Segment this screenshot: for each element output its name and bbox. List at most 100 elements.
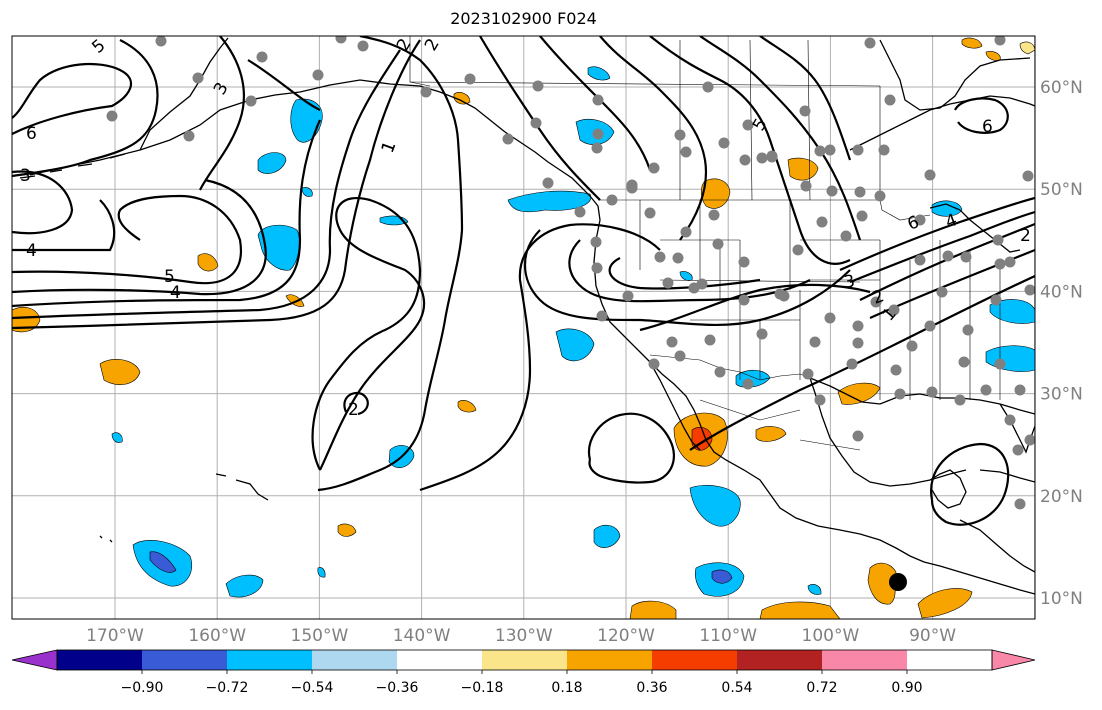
station-dot bbox=[799, 105, 811, 117]
contour-2-b bbox=[247, 59, 321, 111]
contour-2-a bbox=[199, 36, 245, 191]
longitude-label: 120°W bbox=[597, 626, 655, 646]
colorbar-tick-label: 0.72 bbox=[806, 680, 837, 696]
us-canada-border bbox=[598, 199, 931, 221]
colorbar-tick-label: 0.18 bbox=[551, 680, 582, 696]
longitude-label: 160°W bbox=[188, 626, 246, 646]
station-dot bbox=[888, 304, 900, 316]
colorbar-segment bbox=[822, 650, 907, 670]
latitude-labels: 60°N 50°N 40°N 30°N 20°N 10°N bbox=[1040, 78, 1083, 609]
station-dot bbox=[648, 358, 660, 370]
contour-arc-sw2 bbox=[568, 239, 811, 303]
station-dot bbox=[335, 36, 347, 44]
station-dot bbox=[192, 72, 204, 84]
colorbar-border bbox=[56, 649, 993, 671]
alaska-west-coast bbox=[139, 37, 229, 151]
station-dot bbox=[590, 236, 602, 248]
station-dot bbox=[420, 86, 432, 98]
colorbar-arrow-left bbox=[11, 649, 58, 671]
station-dot bbox=[960, 251, 972, 263]
station-dot bbox=[542, 177, 554, 189]
longitude-label: 170°W bbox=[86, 626, 144, 646]
station-dot bbox=[464, 73, 476, 85]
mexico-states bbox=[699, 399, 861, 451]
contour-4-west bbox=[12, 199, 116, 252]
station-dot bbox=[680, 226, 692, 238]
colorbar-tick-label: −0.54 bbox=[291, 680, 334, 696]
station-dot bbox=[644, 207, 656, 219]
islands-sw bbox=[99, 535, 113, 543]
station-dot bbox=[674, 129, 686, 141]
alaska-coast bbox=[29, 79, 599, 207]
contour-east-1 bbox=[859, 222, 1035, 301]
station-dot bbox=[846, 358, 858, 370]
map-border bbox=[11, 35, 1036, 620]
station-dot bbox=[574, 206, 586, 218]
contour-label: 2 bbox=[348, 400, 359, 420]
contour-1-lower bbox=[419, 223, 661, 492]
aleutians bbox=[19, 153, 126, 179]
orange-blob bbox=[629, 600, 677, 619]
blue-blob bbox=[689, 485, 741, 527]
station-dot bbox=[800, 180, 812, 192]
colorbar-tick-label: −0.36 bbox=[376, 680, 419, 696]
station-dot bbox=[1014, 498, 1026, 510]
contour-trough-1 bbox=[479, 36, 601, 201]
station-dot bbox=[894, 388, 906, 400]
contour-1 bbox=[317, 36, 464, 492]
blue-blob bbox=[679, 271, 693, 281]
blue-blob bbox=[111, 432, 123, 443]
station-dot bbox=[530, 117, 542, 129]
station-dot bbox=[816, 216, 828, 228]
contour-east-4 bbox=[869, 248, 1035, 320]
latitude-label: 30°N bbox=[1040, 385, 1083, 405]
station-dot bbox=[591, 262, 603, 274]
latitude-label: 50°N bbox=[1040, 180, 1083, 200]
station-dot bbox=[1012, 444, 1024, 456]
blue-blob bbox=[593, 524, 621, 548]
station-dot bbox=[890, 364, 902, 376]
station-dot bbox=[648, 162, 660, 174]
station-dot bbox=[738, 256, 750, 268]
colorbar-tick-label: −0.18 bbox=[461, 680, 504, 696]
station-dot bbox=[626, 179, 638, 191]
latitude-label: 10°N bbox=[1040, 589, 1083, 609]
hawaii bbox=[215, 473, 269, 501]
contour-arc-sw3 bbox=[608, 257, 761, 290]
yucatan bbox=[929, 469, 967, 509]
station-dot bbox=[874, 190, 886, 202]
contour-east-2 bbox=[849, 210, 1035, 284]
station-dot bbox=[994, 36, 1006, 46]
station-dot bbox=[738, 294, 750, 306]
station-dot bbox=[312, 69, 324, 81]
station-dot bbox=[742, 119, 754, 131]
station-dot bbox=[958, 356, 970, 368]
station-dot bbox=[256, 51, 268, 63]
station-dot bbox=[592, 94, 604, 106]
station-dot bbox=[245, 95, 257, 107]
station-dot bbox=[591, 142, 603, 154]
colorbar-ticks: −0.90 −0.72 −0.54 −0.36 −0.18 0.18 0.36 0.54 0.7… bbox=[121, 670, 923, 696]
contour-n-2 bbox=[759, 36, 852, 161]
orange-blob bbox=[700, 178, 731, 209]
station-dot bbox=[852, 144, 864, 156]
great-lakes bbox=[929, 203, 1021, 253]
station-dot bbox=[884, 94, 896, 106]
map-title: 2023102900 F024 bbox=[450, 9, 597, 28]
hudson-bay bbox=[879, 39, 1031, 111]
station-dot bbox=[980, 384, 992, 396]
colorbar-tick-label: 0.90 bbox=[891, 680, 922, 696]
colorbar-tick-label: −0.90 bbox=[121, 680, 164, 696]
contour-east-3 bbox=[839, 196, 1035, 272]
station-dot bbox=[809, 336, 821, 348]
colorbar-segment bbox=[227, 650, 312, 670]
station-dot bbox=[674, 350, 686, 362]
station-dot bbox=[936, 286, 948, 298]
colorbar-segment bbox=[652, 650, 737, 670]
blue-blob bbox=[989, 299, 1035, 324]
station-dot bbox=[852, 320, 864, 332]
colorbar bbox=[11, 649, 1036, 671]
blue-blob bbox=[301, 187, 313, 197]
blue-blob bbox=[225, 574, 264, 598]
contour-label: 3 bbox=[20, 166, 31, 186]
